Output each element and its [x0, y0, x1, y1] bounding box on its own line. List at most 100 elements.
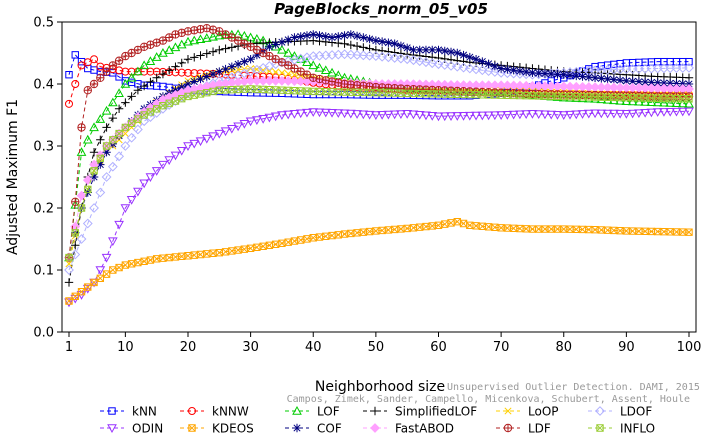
legend-item-inflo: INFLO: [588, 422, 655, 434]
data-point: [201, 134, 212, 144]
data-point: [265, 67, 273, 75]
data-point: [678, 79, 687, 88]
data-point: [377, 46, 387, 55]
data-point: [389, 110, 400, 120]
legend-swatch-marker: [292, 423, 302, 433]
data-point: [221, 248, 230, 256]
data-point: [502, 111, 513, 120]
data-point: [414, 111, 425, 120]
data-point: [295, 109, 306, 119]
data-point: [71, 80, 80, 88]
data-point: [278, 69, 286, 77]
data-point: [132, 124, 143, 135]
data-point: [145, 173, 156, 183]
data-point: [203, 88, 211, 97]
data-point: [459, 50, 468, 60]
ticks-layer: 1 10 20 30 40 50 60 70 80 90 100 0.0 0.1 0.2 0.3 0.4 0.5: [33, 16, 701, 356]
data-point: [421, 57, 431, 68]
legend-swatch-marker: [107, 424, 117, 434]
data-point: [90, 167, 98, 175]
data-point: [70, 249, 81, 260]
data-point: [102, 270, 111, 278]
data-point: [140, 257, 148, 266]
data-point: [107, 161, 118, 172]
legend-item-kdeos: KDEOS: [180, 422, 254, 434]
data-point: [441, 220, 449, 228]
data-point: [333, 109, 344, 118]
series-line: [68, 110, 690, 303]
data-point: [583, 109, 594, 119]
data-point: [76, 234, 87, 244]
data-point: [295, 76, 306, 87]
data-point: [577, 110, 588, 119]
data-point: [466, 221, 474, 230]
data-point: [246, 55, 255, 64]
data-point: [427, 58, 438, 69]
data-point: [189, 35, 200, 45]
data-point: [96, 73, 105, 83]
data-point: [552, 111, 563, 120]
legend-swatch-marker: [188, 407, 196, 415]
data-point: [352, 41, 362, 51]
data-point: [209, 249, 217, 257]
data-point: [183, 79, 193, 89]
data-point: [265, 241, 274, 250]
data-point: [190, 91, 198, 99]
data-point: [515, 69, 525, 79]
data-point: [634, 109, 644, 119]
data-point: [540, 110, 550, 120]
x-tick-label: 40: [305, 340, 322, 355]
data-point: [221, 44, 230, 53]
data-point: [159, 102, 167, 110]
data-point: [389, 53, 400, 63]
legend: kNN kNNW LOF SimplifiedLOF LoOP LDOF ODIN KDEOS…: [100, 405, 655, 434]
data-point: [70, 221, 81, 232]
data-point: [647, 78, 656, 87]
data-point: [226, 124, 237, 134]
data-point: [345, 109, 356, 119]
data-point: [290, 237, 299, 245]
data-point: [239, 30, 250, 40]
data-point: [108, 61, 118, 70]
data-point: [96, 135, 105, 144]
data-point: [158, 69, 168, 79]
data-point: [101, 172, 112, 182]
data-point: [409, 45, 418, 55]
data-point: [120, 141, 131, 151]
data-point: [478, 57, 487, 66]
data-point: [364, 50, 375, 61]
data-point: [578, 72, 587, 81]
x-tick-label: 80: [555, 340, 572, 355]
data-point: [82, 134, 93, 144]
data-point: [434, 53, 443, 63]
legend-label: LDOF: [620, 405, 652, 419]
series-fastabod: [64, 75, 694, 263]
data-point: [346, 40, 356, 50]
data-point: [559, 70, 568, 79]
data-point: [446, 55, 456, 64]
data-point: [190, 251, 198, 259]
data-point: [628, 77, 637, 86]
data-point: [359, 33, 368, 42]
data-point: [371, 45, 381, 55]
data-point: [685, 57, 693, 66]
data-point: [120, 78, 131, 88]
data-point: [290, 71, 299, 79]
data-point: [684, 98, 694, 108]
data-point: [396, 53, 406, 64]
data-point: [402, 110, 413, 119]
data-point: [214, 30, 225, 40]
data-point: [196, 51, 205, 60]
data-point: [152, 255, 161, 263]
data-point: [114, 88, 124, 97]
data-point: [77, 123, 86, 132]
data-point: [508, 110, 519, 120]
data-point: [334, 231, 342, 239]
data-point: [83, 58, 92, 67]
legend-swatch-marker: [292, 405, 302, 415]
data-point: [490, 111, 500, 121]
data-point: [427, 112, 438, 121]
data-point: [115, 129, 123, 138]
data-point: [270, 112, 281, 122]
data-point: [677, 107, 688, 117]
